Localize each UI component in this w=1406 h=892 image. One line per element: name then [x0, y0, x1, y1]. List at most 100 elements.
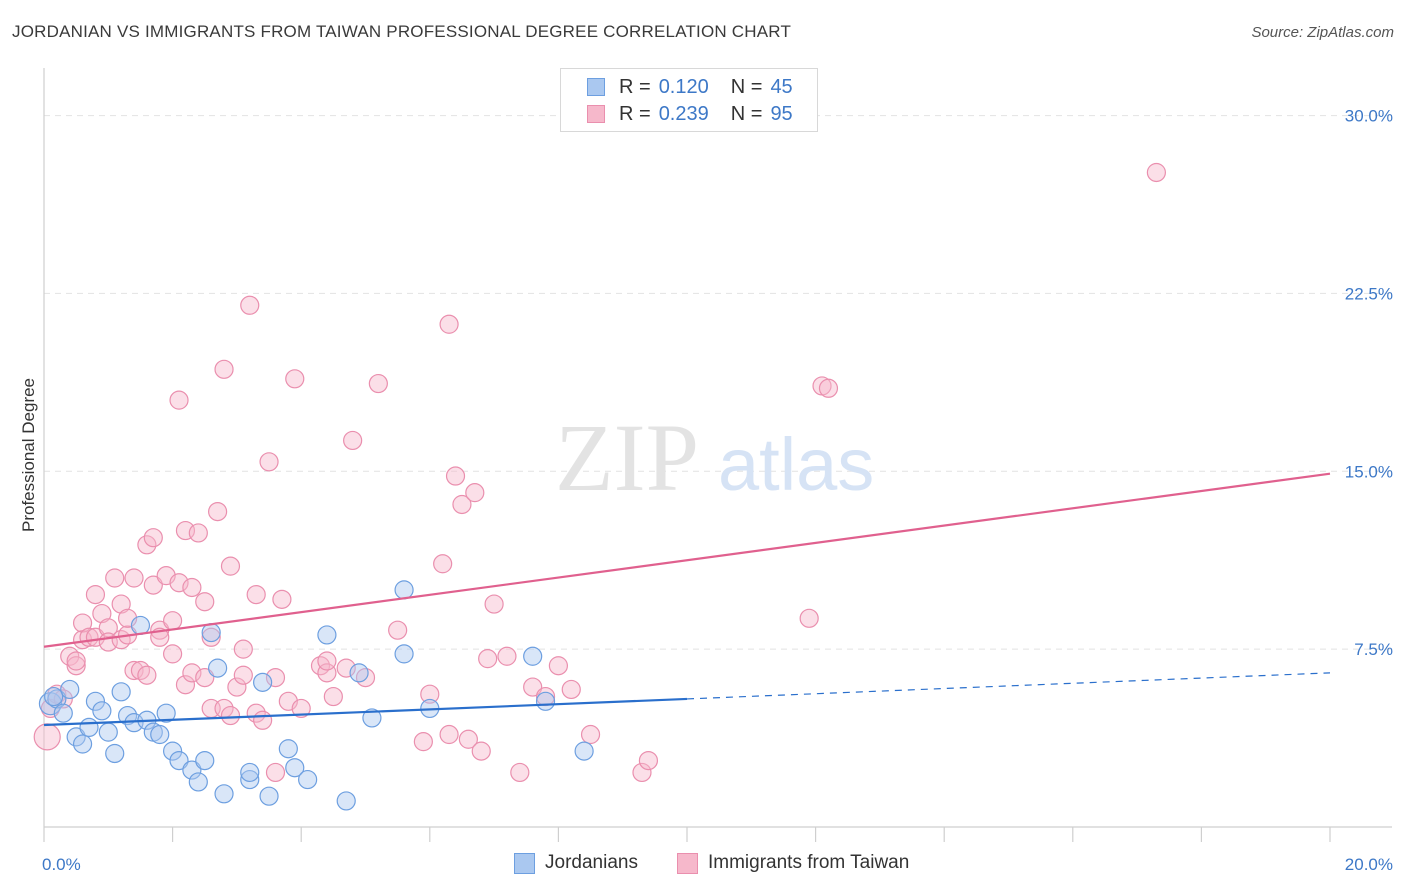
data-point-jordanian [285, 758, 305, 778]
data-point-taiwan [98, 618, 118, 638]
data-point-jordanian [535, 691, 556, 711]
y-tick-label: 15.0% [1345, 462, 1393, 481]
legend-row-taiwan: R = 0.239 N = 95 [587, 102, 793, 126]
chart-title: JORDANIAN VS IMMIGRANTS FROM TAIWAN PROF… [12, 22, 792, 41]
data-point-taiwan [33, 723, 61, 751]
data-point-jordanian [111, 682, 131, 702]
legend-label: Immigrants from Taiwan [708, 852, 910, 873]
data-point-jordanian [574, 741, 594, 761]
data-point-taiwan [285, 369, 305, 389]
data-point-taiwan [465, 483, 485, 503]
data-point-taiwan [85, 584, 106, 605]
data-point-jordanian [362, 708, 382, 728]
data-point-taiwan [188, 523, 208, 543]
data-point-taiwan [343, 430, 363, 451]
data-point-jordanian [53, 703, 73, 723]
data-point-taiwan [111, 594, 131, 614]
source-credit: Source: ZipAtlas.com [1251, 24, 1394, 41]
data-point-taiwan [799, 608, 819, 628]
data-point-taiwan [143, 575, 163, 595]
watermark-zip: ZIP [555, 404, 699, 511]
legend-swatch-blue [587, 78, 605, 96]
data-point-jordanian [349, 663, 369, 683]
data-point-taiwan [458, 729, 478, 749]
data-point-jordanian [298, 769, 318, 790]
y-tick-label: 30.0% [1345, 107, 1393, 126]
data-point-taiwan [632, 762, 652, 783]
data-point-jordanian [201, 622, 221, 643]
data-point-taiwan [175, 675, 196, 695]
data-point-taiwan [580, 724, 601, 745]
data-point-jordanian [92, 701, 112, 721]
data-point-jordanian [163, 741, 183, 761]
watermark-atlas: atlas [718, 423, 874, 506]
data-point-taiwan [220, 705, 241, 726]
data-point-taiwan [195, 592, 215, 612]
data-point-taiwan [1146, 162, 1166, 183]
trend-line-jordanians [43, 697, 688, 727]
data-point-taiwan [523, 677, 543, 697]
data-point-jordanian [130, 615, 151, 636]
trend-lines [43, 472, 1331, 727]
data-point-taiwan [452, 494, 472, 515]
legend-r-value: 0.239 [658, 102, 709, 125]
data-point-jordanian [156, 703, 176, 723]
axes [43, 68, 1392, 842]
data-point-taiwan [201, 627, 221, 647]
data-point-taiwan [214, 359, 234, 379]
data-point-taiwan [259, 452, 279, 472]
data-point-taiwan [388, 620, 408, 640]
data-point-taiwan [336, 658, 356, 678]
data-point-taiwan [433, 554, 453, 574]
y-tick-label: 7.5% [1354, 640, 1393, 659]
data-point-jordanian [317, 625, 337, 645]
legend-r-label: R = [619, 75, 651, 98]
data-point-jordanian [214, 784, 234, 804]
x-tick-label: 20.0% [1345, 855, 1393, 874]
legend-swatch-blue [514, 852, 535, 874]
legend-item-taiwan: Immigrants from Taiwan [677, 852, 909, 874]
data-point-taiwan [439, 724, 459, 745]
data-point-taiwan [85, 627, 106, 647]
data-point-taiwan [246, 584, 266, 605]
data-point-jordanian [208, 658, 228, 678]
legend-label: Jordanians [545, 852, 638, 873]
data-point-taiwan [291, 698, 311, 719]
data-point-taiwan [478, 649, 498, 669]
data-point-taiwan [163, 611, 183, 631]
legend-item-jordanians: Jordanians [514, 852, 638, 874]
data-point-taiwan [124, 568, 144, 588]
data-point-jordanian [523, 646, 543, 666]
data-point-taiwan [323, 686, 343, 707]
data-point-jordanian [259, 786, 279, 806]
data-point-jordanian [47, 689, 67, 709]
data-point-taiwan [240, 295, 260, 315]
stats-legend: R = 0.120 N = 45 R = 0.239 N = 95 [560, 68, 818, 132]
data-point-taiwan [182, 577, 202, 598]
y-tick-label: 22.5% [1345, 284, 1393, 303]
data-point-jordanian [240, 769, 260, 790]
data-point-taiwan [143, 528, 163, 548]
trend-line-taiwan [43, 472, 1331, 648]
data-point-taiwan [638, 750, 659, 771]
data-point-taiwan [169, 390, 189, 410]
data-point-taiwan [72, 613, 93, 633]
watermark: ZIP atlas [555, 404, 874, 511]
data-point-jordanian [394, 580, 414, 600]
data-point-taiwan [208, 502, 228, 522]
data-point-taiwan [195, 667, 215, 688]
y-axis-label: Professional Degree [19, 378, 38, 532]
legend-n-value: 45 [770, 75, 793, 98]
data-point-jordanian [150, 724, 170, 745]
data-point-jordanian [182, 760, 202, 780]
data-point-taiwan [265, 762, 286, 783]
data-point-taiwan [137, 665, 157, 685]
data-point-taiwan [265, 667, 286, 688]
data-point-taiwan [484, 594, 504, 614]
data-point-taiwan [272, 589, 292, 609]
data-point-taiwan [420, 684, 440, 704]
tick-labels: 7.5% 15.0% 22.5% 30.0% 0.0% 20.0% [42, 107, 1393, 874]
legend-swatch-pink [677, 852, 698, 874]
data-point-taiwan [182, 663, 202, 683]
